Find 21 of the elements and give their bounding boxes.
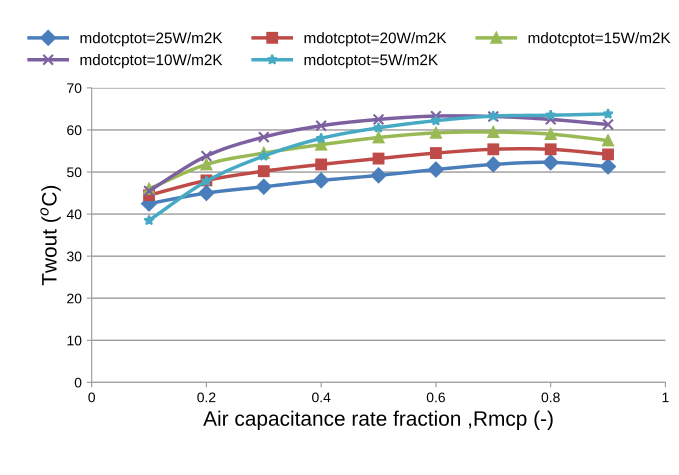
- y-tick-label: 50: [67, 167, 82, 178]
- y-tick-label: 60: [67, 125, 82, 136]
- y-tick-label: 30: [67, 251, 82, 262]
- x-tick-label: 0.4: [312, 392, 330, 402]
- x-axis-title: Air capacitance rate fraction ,Rmcp (-): [203, 410, 553, 430]
- x-tick-label: 0.6: [426, 392, 445, 402]
- legend-label: mdotcptot=15W/m2K: [528, 32, 670, 46]
- y-tick-label: 0: [74, 378, 82, 388]
- y-axis-title: Twout ($^{o}$C): [40, 186, 61, 286]
- y-tick-label: 10: [68, 336, 82, 346]
- y-tick-label: 20: [67, 294, 82, 304]
- x-tick-label: 0.8: [542, 392, 560, 402]
- x-tick-label: 0: [88, 392, 95, 402]
- y-tick-label: 70: [67, 83, 82, 94]
- legend-label: mdotcptot=25W/m2K: [80, 32, 222, 46]
- y-tick-label: 40: [66, 209, 82, 220]
- legend-label: mdotcptot=5W/m2K: [304, 54, 438, 68]
- legend-label: mdotcptot=10W/m2K: [80, 54, 222, 68]
- x-tick-label: 0.2: [197, 392, 216, 402]
- legend-label: mdotcptot=20W/m2K: [304, 32, 446, 46]
- x-tick-label: 1: [662, 392, 669, 402]
